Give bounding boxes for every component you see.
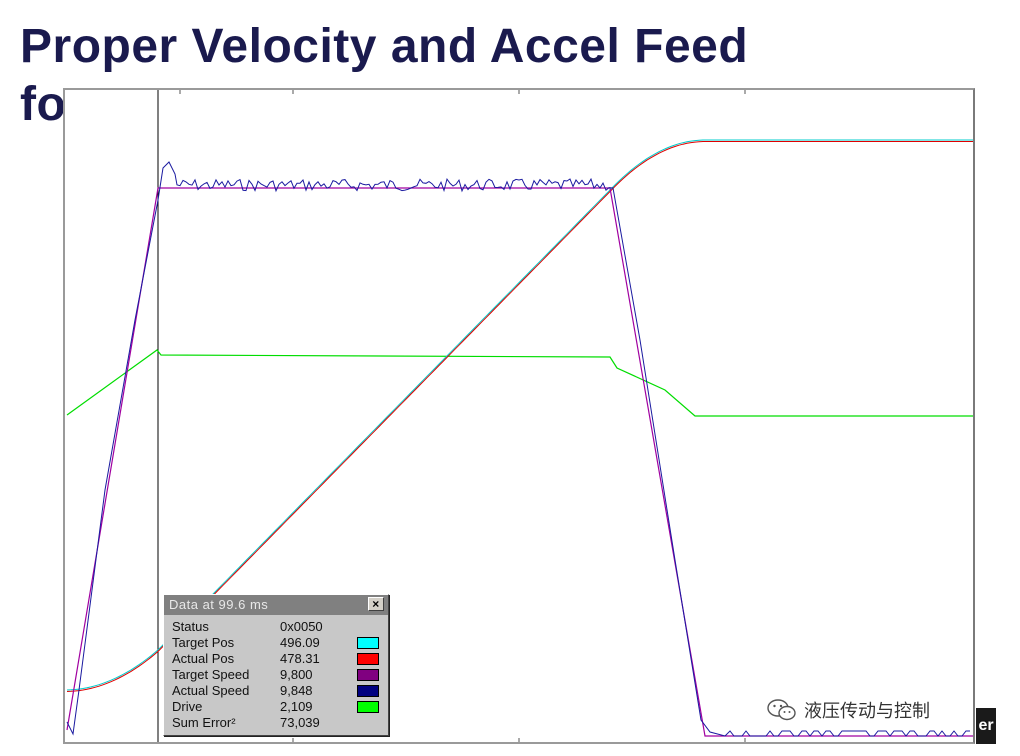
color-swatch[interactable] — [357, 685, 379, 697]
popup-row-value: 9,848 — [280, 683, 313, 698]
trace-actual-pos — [66, 141, 973, 692]
slide-title: Proper Velocity and Accel Feed fo — [20, 18, 748, 134]
popup-row-label: Actual Pos — [172, 651, 235, 666]
popup-title: Data at 99.6 ms — [169, 597, 269, 612]
popup-row-value: 9,800 — [280, 667, 313, 682]
slide-title-line-1: Proper Velocity and Accel Feed — [20, 20, 749, 73]
popup-row-label: Actual Speed — [172, 683, 250, 698]
popup-titlebar[interactable]: Data at 99.6 ms × — [164, 595, 388, 615]
trace-drive — [66, 349, 973, 417]
data-popup-window[interactable]: Data at 99.6 ms × Status 0x0050 Target Pos… — [163, 594, 389, 736]
scope-axis-ticks — [179, 90, 746, 742]
color-swatch[interactable] — [357, 669, 379, 681]
color-swatch[interactable] — [357, 653, 379, 665]
popup-row-value: 2,109 — [280, 699, 313, 714]
popup-row: Actual Speed 9,848 — [164, 683, 388, 699]
popup-row: Status 0x0050 — [164, 619, 388, 635]
popup-row-label: Sum Error² — [172, 715, 236, 730]
wechat-icon — [767, 699, 796, 721]
watermark: 液压传动与控制 — [766, 694, 930, 726]
popup-rows: Status 0x0050 Target Pos 496.09 Actual Pos 47… — [164, 615, 388, 731]
popup-row-value: 73,039 — [280, 715, 320, 730]
popup-row: Actual Pos 478.31 — [164, 651, 388, 667]
watermark-text: 液压传动与控制 — [804, 701, 930, 722]
scope-plot — [66, 90, 973, 742]
popup-row-value: 496.09 — [280, 635, 320, 650]
corner-logo-fragment: er — [976, 708, 996, 744]
trace-actual-speed — [66, 161, 970, 737]
close-icon[interactable]: × — [368, 597, 384, 611]
popup-row: Target Pos 496.09 — [164, 635, 388, 651]
color-swatch[interactable] — [357, 637, 379, 649]
color-swatch[interactable] — [357, 701, 379, 713]
popup-row-label: Drive — [172, 699, 203, 714]
popup-row-label: Status — [172, 619, 209, 634]
slide-title-line-2: fo — [20, 78, 67, 131]
popup-row: Sum Error² 73,039 — [164, 715, 388, 731]
popup-row-value: 0x0050 — [280, 619, 323, 634]
popup-row-label: Target Speed — [172, 667, 250, 682]
popup-row: Drive 2,109 — [164, 699, 388, 715]
popup-row: Target Speed 9,800 — [164, 667, 388, 683]
trace-target-pos — [66, 139, 973, 691]
popup-row-label: Target Pos — [172, 635, 235, 650]
popup-row-value: 478.31 — [280, 651, 320, 666]
